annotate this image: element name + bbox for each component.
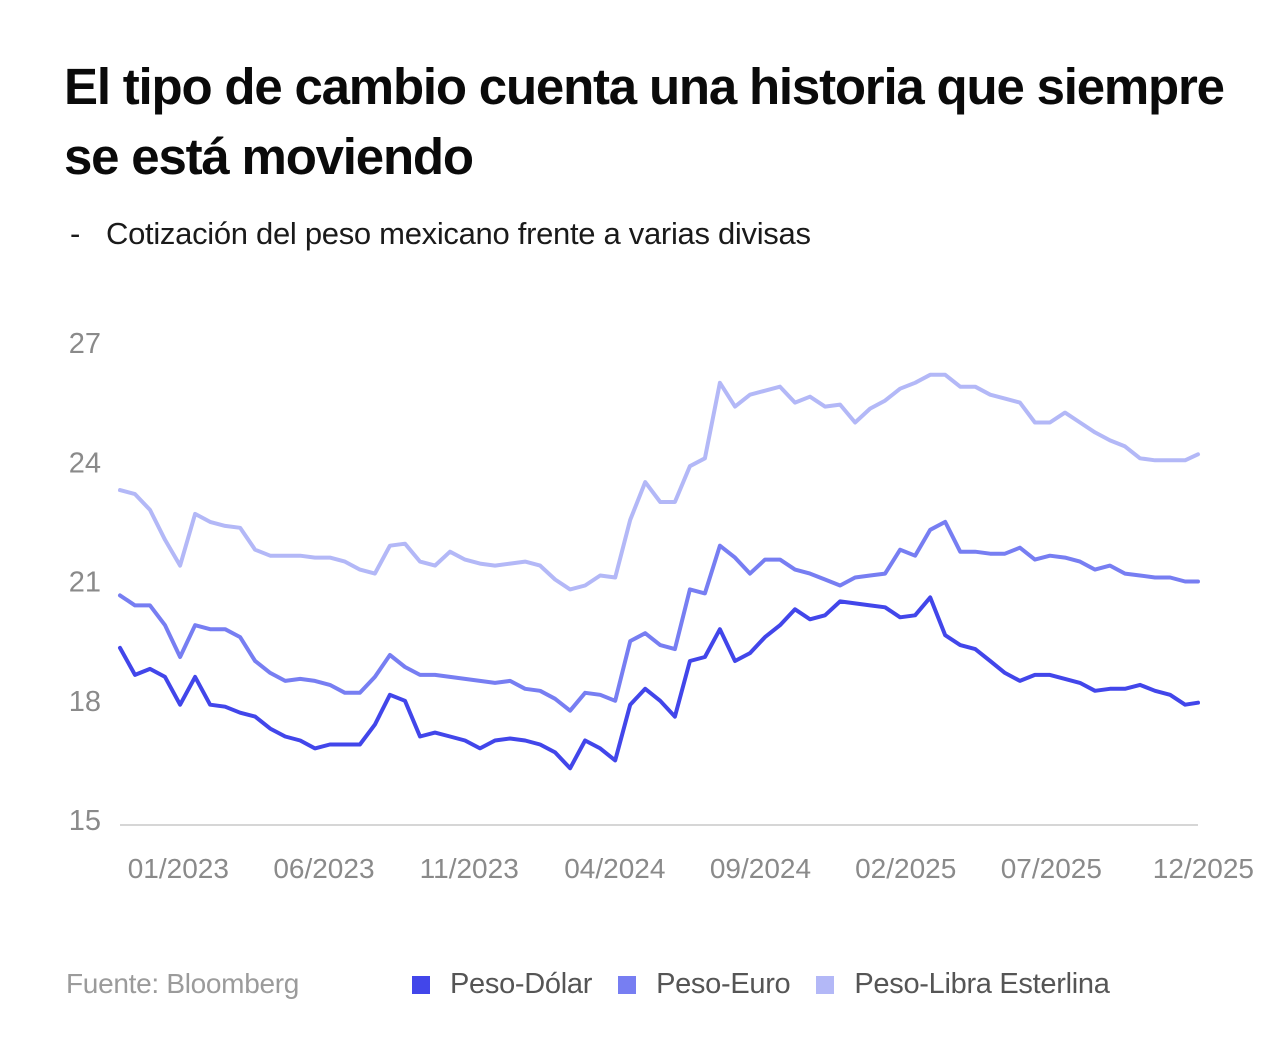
- y-tick-label: 18: [69, 686, 101, 718]
- y-tick-label: 15: [69, 805, 101, 837]
- x-axis-ticks: 01/2023 06/2023 11/2023 04/2024 09/2024 02/20…: [128, 853, 1254, 884]
- legend: Peso-Dólar Peso-Euro Peso-Libra Esterlina: [412, 968, 1136, 1001]
- x-tick-label: 02/2025: [855, 853, 956, 884]
- legend-item: Peso-Libra Esterlina: [816, 968, 1110, 1001]
- legend-swatch: [816, 975, 835, 994]
- x-tick-label: 11/2023: [420, 853, 519, 884]
- y-tick-label: 21: [69, 567, 101, 599]
- source-note: Fuente: Bloomberg: [66, 968, 300, 999]
- subtitle-dash: -: [70, 216, 81, 251]
- legend-item: Peso-Dólar: [412, 968, 592, 1001]
- x-tick-label: 06/2023: [273, 853, 374, 884]
- x-tick-label: 04/2024: [564, 853, 665, 884]
- x-tick-label: 12/2025: [1153, 853, 1254, 884]
- series-line-peso-libra-esterlina: [118, 372, 1200, 592]
- legend-swatch: [412, 975, 430, 994]
- chart-subtitle: - Cotización del peso mexicano frente a v…: [70, 216, 811, 252]
- y-tick-label: 27: [69, 328, 101, 360]
- y-tick-label: 24: [69, 447, 101, 479]
- y-axis-ticks: 27 24 21 18 15: [69, 328, 101, 837]
- legend-label: Peso-Euro: [656, 968, 791, 1000]
- series-line-peso-d-lar: [118, 595, 1200, 771]
- x-tick-label: 01/2023: [128, 853, 229, 884]
- chart-title: El tipo de cambio cuenta una historia qu…: [64, 58, 1225, 185]
- legend-label: Peso-Dólar: [450, 968, 593, 1000]
- legend-item: Peso-Euro: [618, 968, 791, 1001]
- legend-swatch: [618, 975, 637, 994]
- x-tick-label: 09/2024: [710, 853, 811, 884]
- chart-footer: Fuente: Bloomberg Peso-Dólar Peso-Euro Pes…: [66, 968, 1266, 1012]
- legend-label: Peso-Libra Esterlina: [854, 968, 1110, 1000]
- x-tick-label: 07/2025: [1001, 853, 1102, 884]
- series-line-peso-euro: [118, 519, 1200, 713]
- series-lines: [118, 372, 1200, 771]
- subtitle-text: Cotización del peso mexicano frente a va…: [106, 216, 811, 251]
